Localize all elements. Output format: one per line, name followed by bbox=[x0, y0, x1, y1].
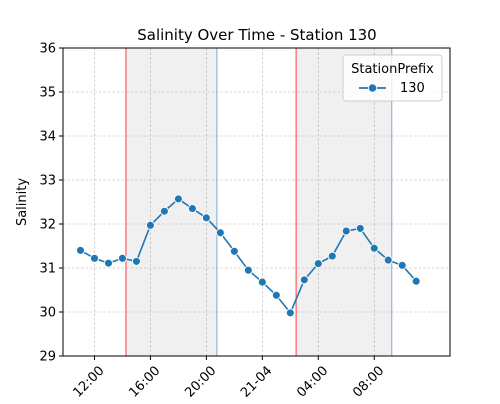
data-point bbox=[271, 290, 281, 300]
y-axis-label: Salinity bbox=[15, 178, 30, 226]
data-point bbox=[229, 246, 239, 256]
data-point bbox=[313, 259, 323, 269]
y-tick-label: 34 bbox=[39, 130, 56, 145]
data-point bbox=[285, 308, 295, 318]
y-tick-label: 35 bbox=[39, 86, 56, 101]
data-point bbox=[369, 243, 379, 253]
data-point bbox=[327, 251, 337, 261]
data-point bbox=[215, 228, 225, 238]
data-point bbox=[355, 223, 365, 233]
data-point bbox=[257, 277, 267, 287]
data-point bbox=[131, 256, 141, 266]
chart-title: Salinity Over Time - Station 130 bbox=[137, 26, 376, 44]
data-point bbox=[397, 260, 407, 270]
data-point bbox=[243, 265, 253, 275]
data-point bbox=[299, 275, 309, 285]
legend-series-marker bbox=[367, 83, 378, 93]
plot-frame bbox=[62, 47, 451, 357]
data-point bbox=[411, 276, 421, 286]
data-point bbox=[187, 204, 197, 214]
data-point bbox=[383, 255, 393, 265]
legend-entry-label: 130 bbox=[400, 81, 425, 96]
legend: StationPrefix 130 bbox=[342, 54, 443, 102]
legend-title: StationPrefix bbox=[351, 62, 434, 77]
shaded-region-1 bbox=[125, 48, 217, 356]
y-tick-label: 36 bbox=[39, 42, 56, 57]
y-tick-label: 31 bbox=[39, 262, 56, 277]
data-point bbox=[117, 253, 127, 263]
data-point bbox=[104, 258, 113, 268]
data-point bbox=[76, 245, 85, 255]
data-point bbox=[145, 220, 155, 230]
data-point bbox=[159, 206, 169, 216]
legend-box bbox=[342, 54, 443, 102]
data-point bbox=[341, 226, 351, 236]
data-point bbox=[173, 194, 183, 204]
y-tick-label: 29 bbox=[39, 350, 56, 365]
y-tick-label: 33 bbox=[39, 174, 56, 189]
y-tick-label: 30 bbox=[39, 306, 56, 321]
y-tick-label: 32 bbox=[39, 218, 56, 233]
data-point bbox=[201, 213, 211, 223]
data-point bbox=[90, 253, 99, 263]
